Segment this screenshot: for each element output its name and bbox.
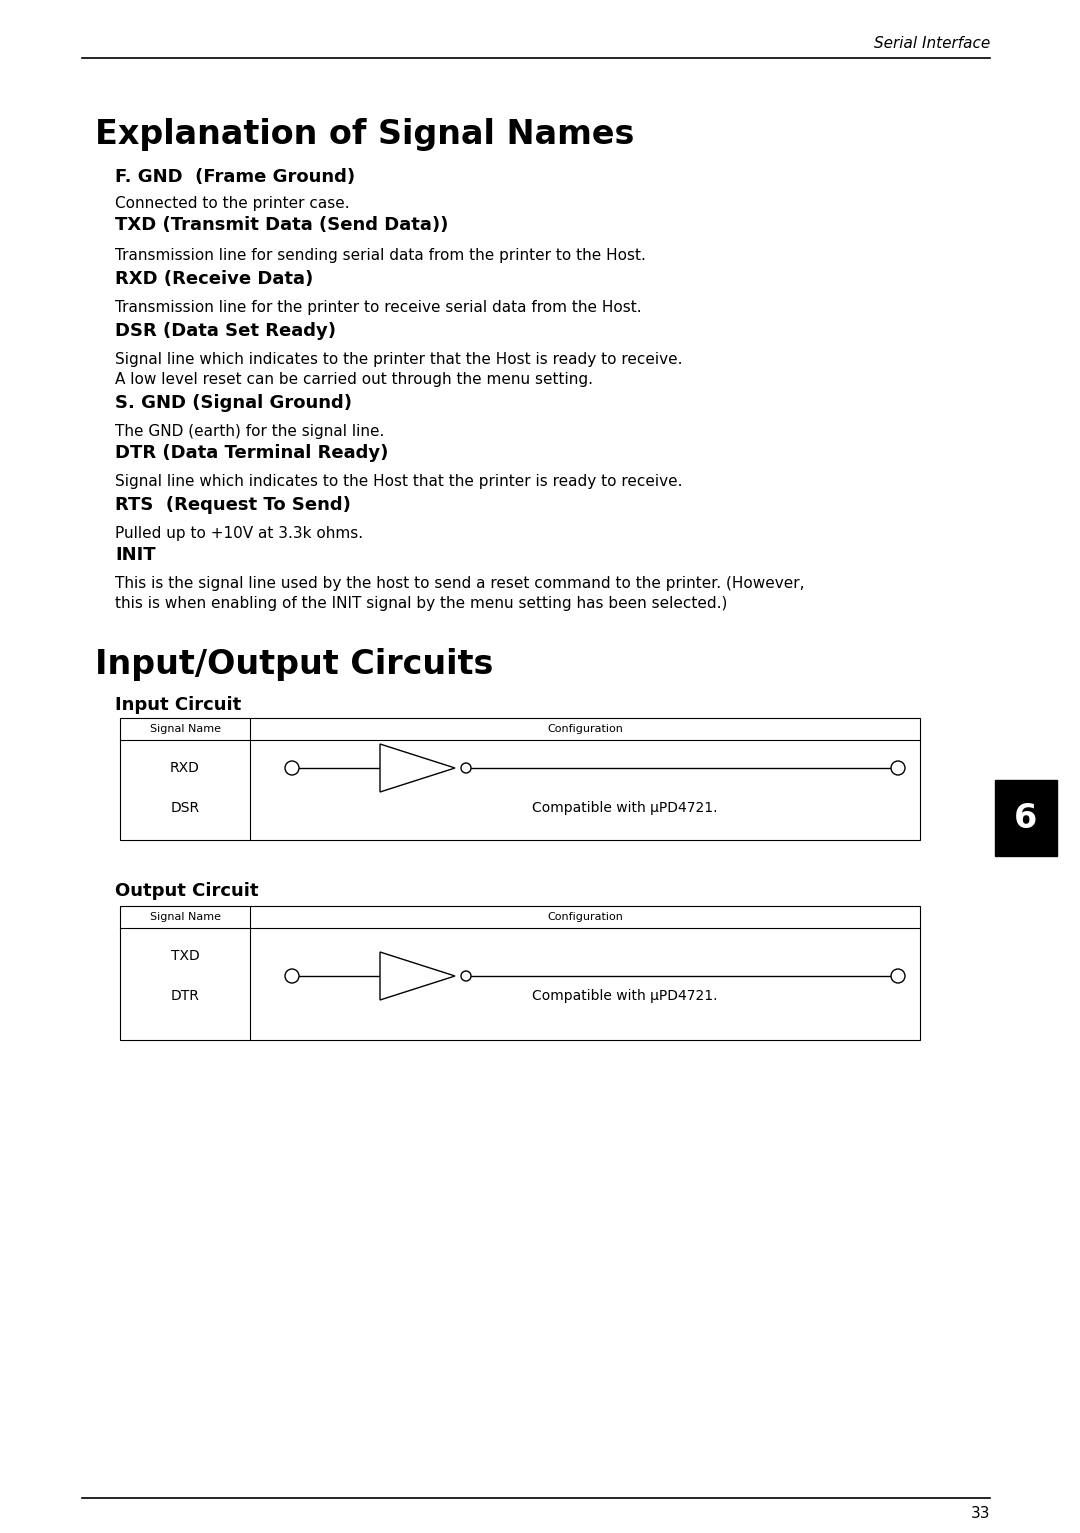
Text: DTR: DTR	[171, 989, 200, 1003]
Text: Explanation of Signal Names: Explanation of Signal Names	[95, 118, 634, 150]
Text: Connected to the printer case.: Connected to the printer case.	[114, 196, 350, 212]
Text: DTR (Data Terminal Ready): DTR (Data Terminal Ready)	[114, 445, 389, 461]
Polygon shape	[380, 952, 455, 1000]
Circle shape	[461, 970, 471, 981]
Polygon shape	[380, 744, 455, 793]
Text: Transmission line for the printer to receive serial data from the Host.: Transmission line for the printer to rec…	[114, 300, 642, 314]
Text: INIT: INIT	[114, 546, 156, 564]
Text: TXD: TXD	[171, 949, 200, 963]
Text: S. GND (Signal Ground): S. GND (Signal Ground)	[114, 394, 352, 412]
Text: RXD: RXD	[170, 760, 200, 776]
Text: DSR: DSR	[171, 802, 200, 816]
Text: 6: 6	[1014, 802, 1038, 834]
Text: 33: 33	[971, 1505, 990, 1521]
Text: A low level reset can be carried out through the menu setting.: A low level reset can be carried out thr…	[114, 373, 593, 386]
Bar	[120, 906, 920, 1039]
Text: This is the signal line used by the host to send a reset command to the printer.: This is the signal line used by the host…	[114, 576, 805, 592]
Circle shape	[285, 969, 299, 983]
Text: Signal Name: Signal Name	[149, 724, 220, 734]
Text: Input Circuit: Input Circuit	[114, 696, 241, 714]
Text: RTS  (Request To Send): RTS (Request To Send)	[114, 497, 351, 514]
Circle shape	[891, 969, 905, 983]
Circle shape	[461, 763, 471, 773]
Text: Output Circuit: Output Circuit	[114, 881, 258, 900]
Text: Transmission line for sending serial data from the printer to the Host.: Transmission line for sending serial dat…	[114, 248, 646, 264]
Text: Serial Interface: Serial Interface	[874, 37, 990, 52]
Bar	[995, 780, 1057, 855]
Text: TXD (Transmit Data (Send Data)): TXD (Transmit Data (Send Data))	[114, 216, 448, 235]
Text: The GND (earth) for the signal line.: The GND (earth) for the signal line.	[114, 425, 384, 438]
Text: Pulled up to +10V at 3.3k ohms.: Pulled up to +10V at 3.3k ohms.	[114, 526, 363, 541]
Text: Signal line which indicates to the printer that the Host is ready to receive.: Signal line which indicates to the print…	[114, 353, 683, 366]
Text: Signal line which indicates to the Host that the printer is ready to receive.: Signal line which indicates to the Host …	[114, 474, 683, 489]
Text: this is when enabling of the INIT signal by the menu setting has been selected.): this is when enabling of the INIT signal…	[114, 596, 727, 612]
Text: Input/Output Circuits: Input/Output Circuits	[95, 648, 494, 681]
Text: Compatible with μPD4721.: Compatible with μPD4721.	[532, 989, 718, 1003]
Text: Compatible with μPD4721.: Compatible with μPD4721.	[532, 802, 718, 816]
Text: Configuration: Configuration	[548, 724, 623, 734]
Text: Configuration: Configuration	[548, 912, 623, 921]
Text: F. GND  (Frame Ground): F. GND (Frame Ground)	[114, 169, 355, 185]
Bar	[120, 717, 920, 840]
Text: DSR (Data Set Ready): DSR (Data Set Ready)	[114, 322, 336, 340]
Circle shape	[891, 760, 905, 776]
Text: RXD (Receive Data): RXD (Receive Data)	[114, 270, 313, 288]
Text: Signal Name: Signal Name	[149, 912, 220, 921]
Circle shape	[285, 760, 299, 776]
